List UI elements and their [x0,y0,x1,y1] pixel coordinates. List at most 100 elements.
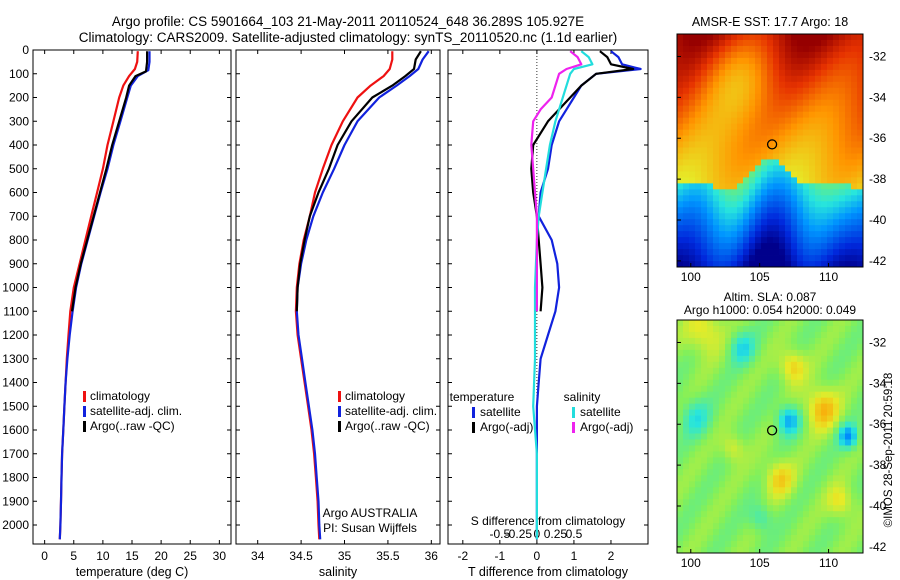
sla-map-cell [839,499,846,506]
sst-map-cell [815,171,822,178]
sla-map-cell [683,355,690,363]
sst-map-cell [707,195,714,202]
sla-map-cell [785,451,792,458]
sla-map-cell [821,457,828,464]
sla-map-cell [785,337,792,345]
sla-map-cell [767,355,774,363]
sla-map-cell [677,541,684,548]
sst-map-cell [701,231,708,238]
sst-map-cell [731,45,738,53]
sst-map-cell [755,213,762,220]
sla-map-cell [695,505,702,512]
sst-map-cell [683,231,690,238]
temperature-xlabel: temperature (deg C) [76,565,189,579]
sla-map-cell [833,349,840,357]
sla-map-cell [845,427,852,434]
sla-map-cell [785,385,792,393]
sst-map-cell [743,231,750,238]
sla-map-cell [821,361,828,369]
sst-map-cell [773,51,780,59]
sst-map-cell [779,147,786,154]
sla-map-cell [761,391,768,399]
sst-map-cell [695,87,702,95]
sla-map-cell [839,331,846,339]
sst-map-cell [791,57,798,65]
sla-map-cell [803,361,810,369]
sst-map-cell [827,231,834,238]
sst-map-cell [845,123,852,130]
sla-map-cell [809,403,816,411]
sst-map-cell [725,201,732,208]
sla-map-cell [755,367,762,375]
depth-ytick-label: 0 [22,43,29,57]
sla-map-cell [797,367,804,375]
sla-map-cell [683,385,690,393]
sla-map-cell [833,391,840,399]
sla-map-cell [725,361,732,369]
difference-legend-swatch [572,407,575,418]
sla-map-cell [857,541,864,548]
figure-title-line1: Argo profile: CS 5901664_103 21-May-2011… [112,14,584,29]
depth-ytick-label: 1600 [2,423,29,437]
sla-map-cell [809,331,816,339]
sst-map-cell [797,255,804,262]
sla-map-cell [803,367,810,375]
sla-map-cell [779,535,786,542]
sst-map-cell [845,189,852,196]
sst-map-cell [791,177,798,184]
sla-map-cell [785,379,792,387]
sla-map-cell [713,367,720,375]
sla-map-cell [857,391,864,399]
sst-map-cell [827,147,834,154]
sla-map-cell [821,325,828,333]
sla-map-cell [815,397,822,405]
sst-map-cell [707,147,714,154]
sla-map-cell [827,463,834,470]
sst-map-cell [845,45,852,53]
sst-map-cell [803,87,810,95]
sla-map-cell [701,427,708,434]
sst-map-cell [815,249,822,256]
sla-map-cell [797,403,804,411]
salinity-legend-swatch [338,391,341,402]
sla-map-cell [689,517,696,524]
sla-map-cell [791,439,798,446]
sst-map-cell [719,183,726,190]
sla-map-cell [773,487,780,494]
sst-map-cell [809,159,816,166]
sst-map-cell [803,117,810,125]
sla-map-cell [707,337,714,345]
sst-map-cell [815,51,822,59]
temperature-xtick-label: 5 [70,549,77,563]
sla-map-cell [713,409,720,416]
sst-map-cell [767,243,774,250]
sla-map-cell [773,547,780,554]
sla-map-cell [761,505,768,512]
sla-map-cell [767,505,774,512]
sla-map-cell [677,469,684,476]
sst-map-cell [749,231,756,238]
sst-map-cell [779,261,786,268]
sst-map-cell [719,117,726,125]
sla-map-cell [737,325,744,333]
sla-map-cell [749,337,756,345]
sst-map-cell [761,201,768,208]
sst-map-cell [731,111,738,119]
sla-map-cell [725,433,732,440]
sst-map-cell [827,255,834,262]
sla-map-cell [839,385,846,393]
sst-map-cell [731,135,738,142]
sla-map-cell [797,397,804,405]
sla-map-ytick-label: -40 [869,499,887,513]
sla-map-cell [857,385,864,393]
sla-map-cell [755,445,762,452]
sla-map-cell [827,529,834,536]
sst-map-cell [821,87,828,95]
sla-map-cell [683,445,690,452]
sla-map-cell [833,361,840,369]
sst-map-cell [779,141,786,148]
sla-map-cell [785,349,792,357]
sla-map-cell [851,439,858,446]
sla-map-cell [755,541,762,548]
sla-map-cell [851,397,858,405]
